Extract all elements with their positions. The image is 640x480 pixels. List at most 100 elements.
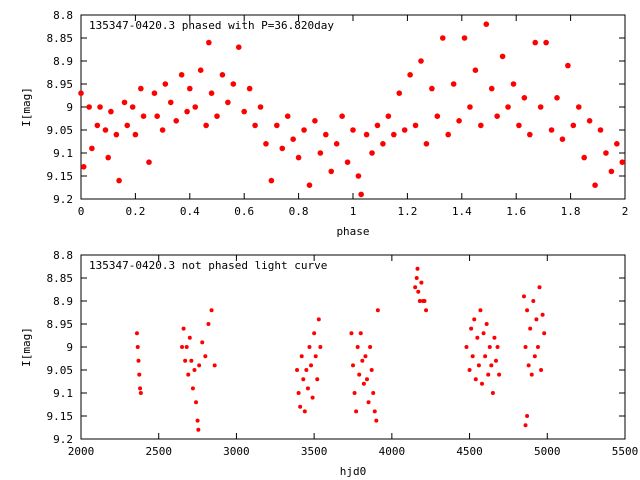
data-point	[323, 131, 329, 138]
data-point	[486, 372, 491, 377]
data-point	[429, 85, 435, 92]
data-point	[505, 104, 511, 110]
data-point	[537, 285, 542, 290]
data-point	[480, 381, 485, 386]
y-tick-label: 8.9	[53, 55, 73, 68]
data-point	[203, 122, 209, 129]
x-axis-label: phase	[336, 225, 369, 238]
data-point	[532, 39, 539, 46]
y-axis-label: I[mag]	[20, 87, 33, 127]
data-point	[187, 85, 193, 92]
data-point	[469, 326, 474, 331]
y-tick-label: 9.1	[53, 387, 73, 400]
data-point	[603, 150, 609, 156]
data-point	[492, 335, 497, 340]
data-point	[516, 122, 522, 129]
data-point	[186, 372, 191, 377]
data-point	[490, 391, 495, 395]
data-point	[368, 345, 373, 349]
data-point	[422, 299, 427, 303]
data-point	[470, 354, 475, 359]
data-point	[113, 131, 120, 138]
data-point	[290, 136, 296, 142]
y-tick-label: 9.15	[47, 170, 74, 183]
data-point	[196, 427, 201, 432]
data-point	[135, 345, 140, 349]
data-point	[307, 345, 312, 349]
data-point	[369, 368, 374, 372]
data-point	[472, 67, 479, 73]
data-point	[180, 345, 185, 349]
y-tick-label: 9	[66, 101, 73, 114]
data-point	[132, 131, 139, 138]
data-point	[499, 53, 506, 60]
data-point	[527, 131, 533, 138]
data-point	[197, 67, 204, 73]
data-point	[349, 331, 354, 336]
data-point	[467, 368, 472, 372]
data-point	[304, 368, 309, 372]
data-point	[608, 168, 615, 175]
data-point	[350, 127, 356, 133]
data-point	[363, 354, 368, 359]
data-point	[184, 108, 190, 115]
data-point	[570, 122, 577, 129]
x-tick-label: 0.2	[125, 205, 145, 218]
data-point	[355, 345, 360, 349]
data-point	[497, 372, 502, 377]
data-point	[78, 90, 84, 96]
data-point	[187, 335, 192, 340]
data-point	[525, 414, 530, 418]
data-point	[140, 113, 147, 119]
data-point	[146, 159, 152, 165]
data-point	[309, 363, 314, 368]
data-point	[424, 308, 429, 313]
data-point	[299, 354, 304, 359]
data-point	[318, 345, 323, 349]
data-point	[523, 345, 528, 349]
data-point	[154, 113, 160, 119]
data-point	[434, 113, 441, 119]
data-point	[526, 363, 531, 368]
data-point	[178, 72, 185, 78]
data-point	[456, 118, 462, 124]
data-point	[537, 104, 544, 110]
data-point	[391, 131, 397, 138]
data-point	[94, 122, 101, 129]
x-tick-label: 3000	[223, 445, 250, 458]
chart-title: 135347-0420.3 not phased light curve	[89, 259, 327, 272]
data-point	[528, 326, 533, 331]
data-point	[374, 122, 381, 129]
y-tick-label: 9	[66, 341, 73, 354]
data-point	[358, 331, 363, 336]
data-point	[581, 154, 587, 161]
data-point	[162, 81, 169, 87]
data-point	[476, 363, 481, 368]
data-point	[339, 113, 345, 119]
data-point	[184, 345, 189, 349]
data-point	[310, 395, 315, 400]
data-points	[134, 266, 547, 432]
y-tick-label: 9.1	[53, 147, 73, 160]
chart-1: 0 0.2 0.4 0.6 0.8 1 1.2 1.4 1.6 1.8 2 8.8 8.85 8.9 8.9…	[20, 9, 628, 238]
data-point	[105, 154, 111, 161]
data-point	[344, 159, 351, 165]
data-point	[534, 317, 539, 322]
data-point	[354, 409, 359, 414]
x-tick-label: 5500	[612, 445, 639, 458]
data-point	[197, 363, 202, 368]
data-point	[312, 118, 318, 124]
data-points	[78, 21, 626, 198]
x-tick-label: 1.2	[397, 205, 417, 218]
data-point	[369, 150, 375, 156]
data-point	[252, 122, 258, 129]
data-point	[619, 159, 626, 165]
data-point	[192, 368, 197, 372]
data-point	[539, 368, 544, 372]
data-point	[230, 81, 237, 87]
data-point	[86, 104, 92, 110]
x-tick-label: 0.4	[180, 205, 200, 218]
data-point	[306, 182, 313, 188]
data-point	[521, 294, 526, 299]
data-point	[540, 312, 545, 317]
